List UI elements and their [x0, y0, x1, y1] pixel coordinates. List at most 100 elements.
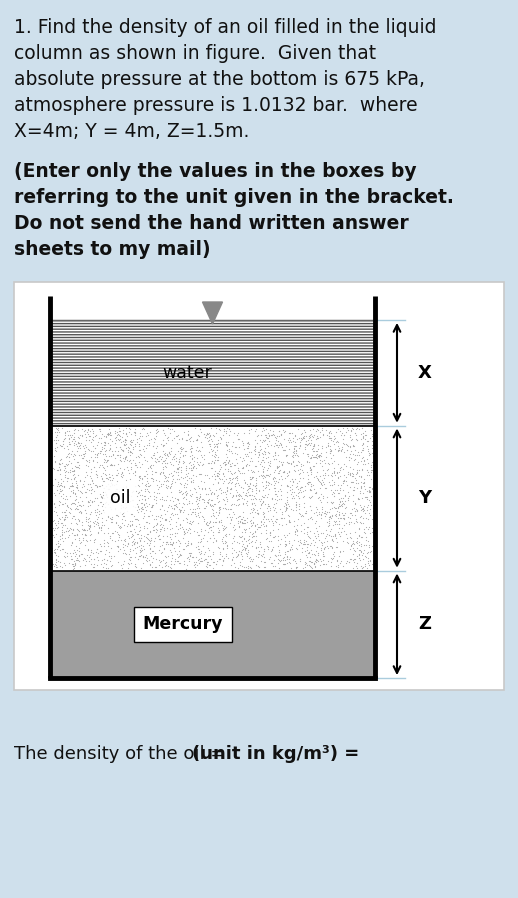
Point: [316, 507, 325, 522]
Point: [250, 447, 258, 462]
Point: [365, 540, 373, 554]
Point: [359, 522, 368, 536]
Point: [332, 501, 340, 515]
Point: [336, 511, 344, 525]
Point: [166, 522, 175, 536]
Point: [200, 452, 208, 466]
Point: [262, 478, 270, 492]
Point: [246, 454, 254, 469]
Point: [68, 480, 77, 494]
Point: [123, 428, 132, 443]
Point: [288, 472, 296, 487]
Point: [219, 521, 227, 535]
Point: [258, 517, 267, 532]
Point: [87, 480, 95, 495]
Point: [171, 526, 179, 541]
Point: [138, 499, 147, 514]
Point: [292, 438, 300, 453]
Point: [112, 425, 121, 439]
Point: [312, 514, 320, 528]
Point: [147, 457, 155, 471]
Point: [265, 476, 274, 490]
Point: [276, 537, 284, 551]
Point: [215, 500, 223, 515]
Point: [64, 524, 73, 538]
Point: [251, 518, 260, 533]
Point: [66, 501, 74, 515]
Point: [316, 429, 324, 444]
Point: [365, 467, 373, 481]
Point: [288, 485, 296, 499]
Point: [313, 431, 322, 445]
Point: [357, 480, 365, 494]
Point: [321, 508, 329, 523]
Point: [348, 508, 356, 523]
Point: [307, 462, 315, 476]
Point: [246, 436, 254, 451]
Point: [349, 446, 357, 461]
Point: [175, 432, 183, 446]
Point: [319, 547, 327, 561]
Point: [167, 512, 176, 526]
Point: [270, 492, 279, 506]
Point: [167, 441, 175, 455]
Point: [246, 480, 254, 495]
Point: [146, 533, 154, 548]
Point: [351, 448, 359, 462]
Point: [358, 511, 367, 525]
Point: [166, 527, 174, 541]
Point: [356, 543, 364, 558]
Point: [109, 447, 118, 462]
Point: [63, 458, 71, 472]
Point: [271, 453, 280, 467]
Point: [88, 482, 96, 497]
Point: [355, 497, 364, 512]
Point: [217, 431, 225, 445]
Point: [197, 546, 205, 560]
Point: [219, 553, 227, 568]
Point: [125, 447, 134, 462]
Point: [55, 494, 63, 508]
Point: [239, 513, 248, 527]
Point: [229, 529, 238, 543]
Point: [214, 465, 222, 480]
Point: [319, 463, 327, 478]
Point: [68, 525, 77, 540]
Point: [194, 496, 202, 510]
Point: [186, 462, 195, 477]
Point: [64, 530, 73, 544]
Point: [354, 491, 362, 506]
Point: [242, 447, 251, 462]
Point: [247, 515, 255, 530]
Point: [352, 559, 360, 573]
Point: [181, 536, 190, 550]
Point: [96, 444, 104, 458]
Point: [287, 540, 295, 554]
Point: [80, 522, 88, 536]
Point: [254, 506, 262, 520]
Point: [231, 471, 239, 485]
Point: [167, 477, 175, 491]
Point: [232, 483, 240, 497]
Point: [64, 432, 73, 446]
Point: [248, 530, 256, 544]
Point: [252, 473, 261, 488]
Point: [103, 468, 111, 482]
Point: [314, 471, 323, 486]
Point: [169, 452, 178, 466]
Point: [361, 549, 369, 563]
Point: [295, 491, 304, 506]
Point: [216, 480, 224, 495]
Point: [197, 532, 205, 546]
Point: [239, 485, 247, 499]
Point: [88, 495, 96, 509]
Point: [359, 501, 367, 515]
Point: [349, 475, 357, 489]
Point: [71, 528, 79, 542]
Point: [70, 448, 79, 462]
Point: [277, 427, 285, 442]
Point: [310, 556, 319, 570]
Point: [235, 544, 243, 559]
Point: [192, 493, 200, 507]
Point: [145, 533, 153, 547]
